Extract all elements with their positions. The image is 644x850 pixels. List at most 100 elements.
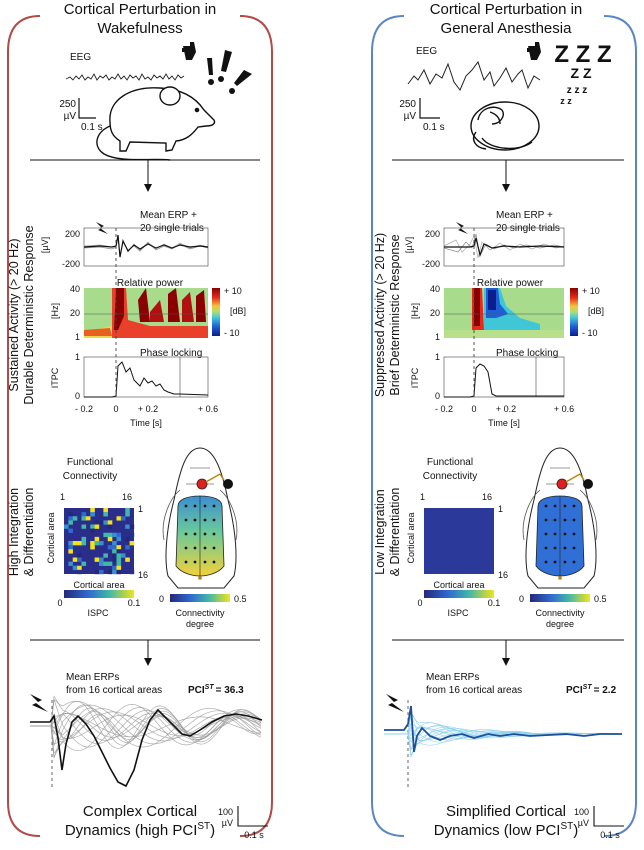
left-bottom-line1: Complex Cortical	[83, 803, 197, 820]
right-itpc-tick-top: 1	[435, 352, 440, 362]
right-erp-panel: Mean ERP + 20 single trials [µV] 200 -20…	[404, 210, 604, 428]
matrix-cell	[77, 553, 82, 558]
right-reference-electrode	[583, 479, 593, 489]
electrode-dot	[553, 546, 557, 550]
matrix-cell	[68, 528, 73, 533]
electrode-dot	[212, 518, 216, 522]
electrode-dot	[193, 560, 197, 564]
matrix-cell	[129, 541, 135, 546]
left-mean-erps-a: Mean ERPs	[66, 672, 119, 683]
right-matrix-tick-1-x: 1	[420, 492, 425, 502]
matrix-cell	[94, 520, 100, 525]
left-title-line2: Wakefulness	[97, 20, 182, 37]
matrix-cell	[68, 520, 73, 525]
matrix-cell	[72, 541, 78, 546]
matrix-cell	[125, 536, 130, 542]
electrode-dot	[184, 504, 188, 508]
left-pci-label: PCIST = 36.3	[188, 684, 244, 696]
left-power-title: Relative power	[117, 278, 184, 289]
right-degree-label-b: degree	[546, 619, 574, 629]
left-mean-erps-panel: Mean ERPs from 16 cortical areas PCIST = …	[30, 672, 268, 840]
electrode-dot	[572, 560, 576, 564]
left-itpc-tick-bottom: 0	[75, 391, 80, 401]
left-ispc-max: 0.1	[128, 598, 141, 608]
electrode-dot	[563, 546, 567, 550]
left-fc-title-b: Connectivity	[63, 471, 117, 482]
right-matrix-tick-16-y: 16	[498, 570, 508, 580]
matrix-cell	[103, 553, 108, 558]
matrix-cell	[116, 545, 122, 550]
matrix-cell	[116, 569, 122, 575]
exclamation-icon	[207, 50, 252, 94]
matrix-cell	[77, 532, 82, 538]
left-ispc-colorbar	[64, 590, 134, 598]
left-erp-traces-16	[30, 695, 262, 759]
matrix-cell	[125, 545, 130, 550]
electrode-dot	[184, 546, 188, 550]
matrix-cell	[125, 512, 130, 517]
right-cortical-area-x: Cortical area	[433, 580, 484, 590]
left-time-tick-1: 0	[113, 404, 118, 414]
right-matrix-tick-16-x: 16	[482, 492, 492, 502]
left-erp-tick-bottom: -200	[62, 259, 80, 269]
hand-icon-right	[527, 42, 541, 60]
left-time-label: Time [s]	[130, 418, 162, 428]
left-cortical-area-x: Cortical area	[73, 580, 124, 590]
matrix-cell	[81, 541, 87, 546]
matrix-cell	[68, 508, 73, 513]
matrix-cell	[116, 536, 122, 542]
matrix-cell	[116, 532, 122, 538]
left-time-tick-3: + 0.6	[198, 404, 218, 414]
matrix-cell	[120, 508, 126, 513]
electrode-dot	[544, 532, 548, 536]
right-power-heatmap	[444, 288, 564, 338]
right-power-tick-1: 1	[435, 332, 440, 342]
electrode-dot	[572, 504, 576, 508]
right-side-label-1b: Brief Deterministic Response	[388, 234, 402, 395]
left-erp-tick-top: 200	[65, 229, 80, 239]
matrix-cell	[90, 512, 95, 517]
left-degree-label-a: Connectivity	[175, 608, 225, 618]
left-side-label-2b: & Differentiation	[22, 488, 36, 577]
right-side-label-1a: Suppressed Activity (> 20 Hz)	[373, 233, 387, 397]
electrode-dot	[544, 560, 548, 564]
electrode-dot	[212, 560, 216, 564]
right-itpc-trace	[444, 363, 564, 398]
left-erp-yaxis: [µV]	[40, 237, 50, 253]
matrix-cell	[94, 536, 100, 542]
awake-rat-icon	[96, 86, 216, 161]
matrix-cell	[81, 524, 87, 529]
matrix-cell	[94, 524, 100, 529]
left-matrix-tick-16-y: 16	[138, 570, 148, 580]
matrix-cell	[107, 532, 113, 538]
electrode-dot	[572, 546, 576, 550]
left-degree-colorbar	[170, 594, 230, 602]
electrode-dot	[193, 546, 197, 550]
electrode-dot	[563, 532, 567, 536]
left-power-tick-20: 20	[70, 308, 80, 318]
right-colorbar-mid: [dB]	[588, 306, 604, 316]
left-side-label-2a: High Integration	[7, 488, 21, 576]
right-pci-label: PCIST = 2.2	[566, 684, 617, 696]
matrix-cell	[112, 553, 117, 558]
electrode-dot	[544, 504, 548, 508]
erp-trace	[384, 712, 621, 739]
matrix-cell	[68, 512, 73, 517]
electrode-dot	[544, 518, 548, 522]
matrix-cell	[107, 545, 113, 550]
panel-frames	[7, 15, 637, 837]
right-power-title: Relative power	[477, 278, 544, 289]
electrode-dot	[212, 532, 216, 536]
matrix-cell	[103, 512, 108, 517]
right-power-tick-20: 20	[430, 308, 440, 318]
left-connectivity-panel: Functional Connectivity 1 16 1 16 Cortic…	[30, 447, 260, 666]
matrix-cell	[129, 524, 135, 529]
matrix-cell	[107, 561, 113, 566]
left-colorbar-mid: [dB]	[230, 306, 246, 316]
right-eeg-scale-time: 0.1 s	[423, 122, 445, 133]
right-brain-map	[522, 447, 598, 589]
right-mean-erps-a: Mean ERPs	[426, 672, 479, 683]
matrix-cell	[68, 545, 73, 550]
right-itpc-label: ITPC	[410, 367, 420, 388]
electrode-dot	[553, 532, 557, 536]
